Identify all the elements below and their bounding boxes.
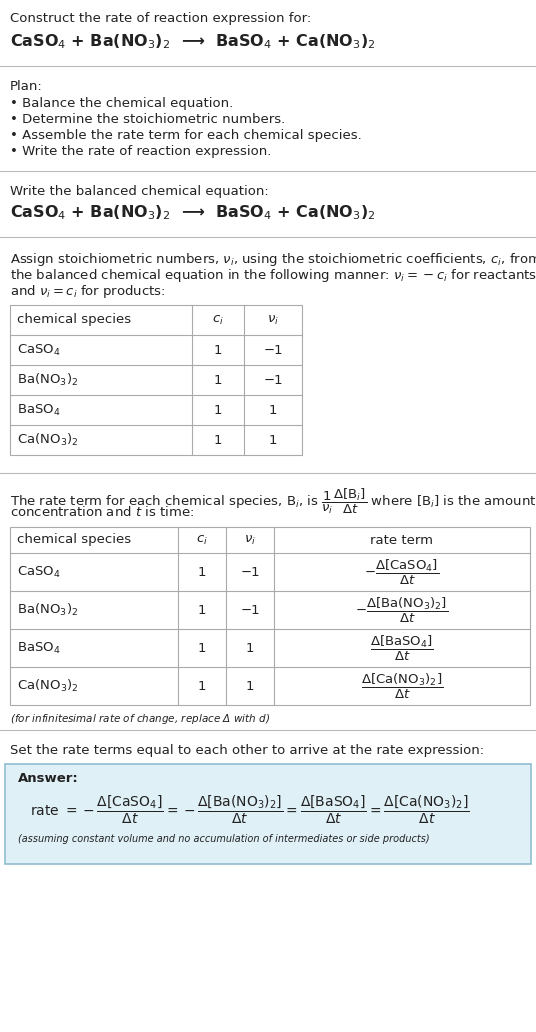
Text: CaSO$_4$: CaSO$_4$ [17,565,61,580]
Text: CaSO$_4$: CaSO$_4$ [17,343,61,357]
Text: $\dfrac{\Delta[\mathrm{BaSO_4}]}{\Delta t}$: $\dfrac{\Delta[\mathrm{BaSO_4}]}{\Delta … [370,634,434,663]
Text: (assuming constant volume and no accumulation of intermediates or side products): (assuming constant volume and no accumul… [18,834,430,844]
Text: rate $= -\dfrac{\Delta[\mathrm{CaSO_4}]}{\Delta t} = -\dfrac{\Delta[\mathrm{Ba(N: rate $= -\dfrac{\Delta[\mathrm{CaSO_4}]}… [30,794,470,827]
Text: and $\nu_i = c_i$ for products:: and $\nu_i = c_i$ for products: [10,283,166,300]
Bar [10,305,302,455]
Text: −1: −1 [240,604,260,616]
Text: 1: 1 [214,374,222,387]
Text: CaSO$_4$ + Ba(NO$_3$)$_2$  ⟶  BaSO$_4$ + Ca(NO$_3$)$_2$: CaSO$_4$ + Ba(NO$_3$)$_2$ ⟶ BaSO$_4$ + C… [10,32,376,51]
Text: $\nu_i$: $\nu_i$ [267,314,279,326]
Text: 1: 1 [245,679,254,692]
Bar [10,527,530,705]
Text: 1: 1 [245,642,254,654]
Text: 1: 1 [198,642,206,654]
Text: 1: 1 [269,433,277,447]
FancyBboxPatch shape [5,764,531,864]
Text: $c_i$: $c_i$ [196,534,208,547]
Text: Ba(NO$_3$)$_2$: Ba(NO$_3$)$_2$ [17,372,78,388]
Text: $-\dfrac{\Delta[\mathrm{Ba(NO_3)_2}]}{\Delta t}$: $-\dfrac{\Delta[\mathrm{Ba(NO_3)_2}]}{\D… [355,595,449,624]
Text: the balanced chemical equation in the following manner: $\nu_i = -c_i$ for react: the balanced chemical equation in the fo… [10,267,536,284]
Text: 1: 1 [198,679,206,692]
Text: Ca(NO$_3$)$_2$: Ca(NO$_3$)$_2$ [17,678,78,695]
Text: Ca(NO$_3$)$_2$: Ca(NO$_3$)$_2$ [17,432,78,448]
Text: 1: 1 [214,404,222,417]
Text: (for infinitesimal rate of change, replace Δ with $d$): (for infinitesimal rate of change, repla… [10,712,270,725]
Text: Write the balanced chemical equation:: Write the balanced chemical equation: [10,185,269,198]
Text: −1: −1 [263,374,283,387]
Text: CaSO$_4$ + Ba(NO$_3$)$_2$  ⟶  BaSO$_4$ + Ca(NO$_3$)$_2$: CaSO$_4$ + Ba(NO$_3$)$_2$ ⟶ BaSO$_4$ + C… [10,203,376,222]
Text: The rate term for each chemical species, B$_i$, is $\dfrac{1}{\nu_i}\dfrac{\Delt: The rate term for each chemical species,… [10,487,536,516]
Text: $\dfrac{\Delta[\mathrm{Ca(NO_3)_2}]}{\Delta t}$: $\dfrac{\Delta[\mathrm{Ca(NO_3)_2}]}{\De… [361,672,443,701]
Text: chemical species: chemical species [17,314,131,326]
Text: 1: 1 [198,604,206,616]
Text: $\nu_i$: $\nu_i$ [244,534,256,547]
Text: Set the rate terms equal to each other to arrive at the rate expression:: Set the rate terms equal to each other t… [10,744,484,757]
Text: rate term: rate term [370,534,434,547]
Text: BaSO$_4$: BaSO$_4$ [17,402,61,418]
Text: Answer:: Answer: [18,772,79,785]
Text: concentration and $t$ is time:: concentration and $t$ is time: [10,505,194,519]
Text: 1: 1 [214,344,222,356]
Text: chemical species: chemical species [17,534,131,547]
Text: −1: −1 [263,344,283,356]
Text: 1: 1 [198,566,206,579]
Text: • Assemble the rate term for each chemical species.: • Assemble the rate term for each chemic… [10,129,362,142]
Text: • Write the rate of reaction expression.: • Write the rate of reaction expression. [10,146,271,158]
Text: • Balance the chemical equation.: • Balance the chemical equation. [10,97,233,110]
Text: • Determine the stoichiometric numbers.: • Determine the stoichiometric numbers. [10,112,285,126]
Text: BaSO$_4$: BaSO$_4$ [17,641,61,655]
Text: −1: −1 [240,566,260,579]
Text: 1: 1 [214,433,222,447]
Text: Construct the rate of reaction expression for:: Construct the rate of reaction expressio… [10,12,311,25]
Text: $c_i$: $c_i$ [212,314,224,326]
Text: 1: 1 [269,404,277,417]
Text: Plan:: Plan: [10,80,43,93]
Text: Ba(NO$_3$)$_2$: Ba(NO$_3$)$_2$ [17,602,78,618]
Text: Assign stoichiometric numbers, $\nu_i$, using the stoichiometric coefficients, $: Assign stoichiometric numbers, $\nu_i$, … [10,251,536,268]
Text: $-\dfrac{\Delta[\mathrm{CaSO_4}]}{\Delta t}$: $-\dfrac{\Delta[\mathrm{CaSO_4}]}{\Delta… [364,557,440,586]
